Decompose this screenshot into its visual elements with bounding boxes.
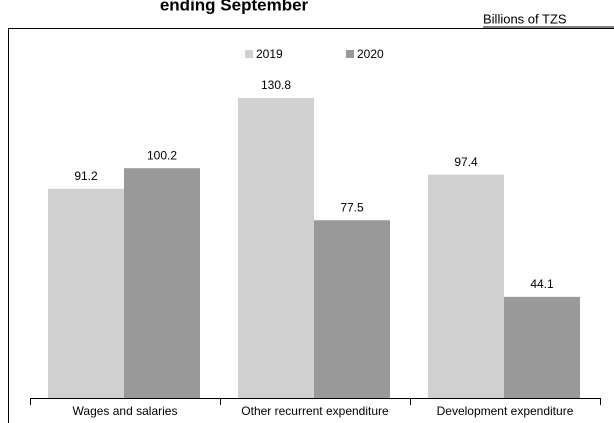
value-label: 91.2 — [74, 169, 98, 183]
value-label: 77.5 — [340, 200, 364, 214]
legend-label: 2019 — [256, 47, 283, 61]
x-tick-label: Other recurrent expenditure — [241, 404, 389, 418]
x-tick-label: Wages and salaries — [73, 404, 178, 418]
bar — [238, 98, 314, 398]
chart-title: ending September — [160, 0, 309, 14]
bar — [428, 174, 504, 398]
legend-label: 2020 — [357, 47, 384, 61]
value-label: 100.2 — [147, 148, 177, 162]
bar — [48, 188, 124, 398]
value-label: 130.8 — [261, 78, 291, 92]
value-label: 44.1 — [530, 277, 554, 291]
legend-swatch — [245, 50, 253, 58]
bar — [124, 168, 200, 398]
bar — [314, 220, 390, 398]
legend-swatch — [346, 50, 354, 58]
chart-frame — [8, 28, 614, 423]
value-label: 97.4 — [454, 155, 478, 169]
unit-label: Billions of TZS — [483, 11, 567, 26]
x-tick-label: Development expenditure — [437, 404, 574, 418]
bar — [504, 296, 580, 398]
